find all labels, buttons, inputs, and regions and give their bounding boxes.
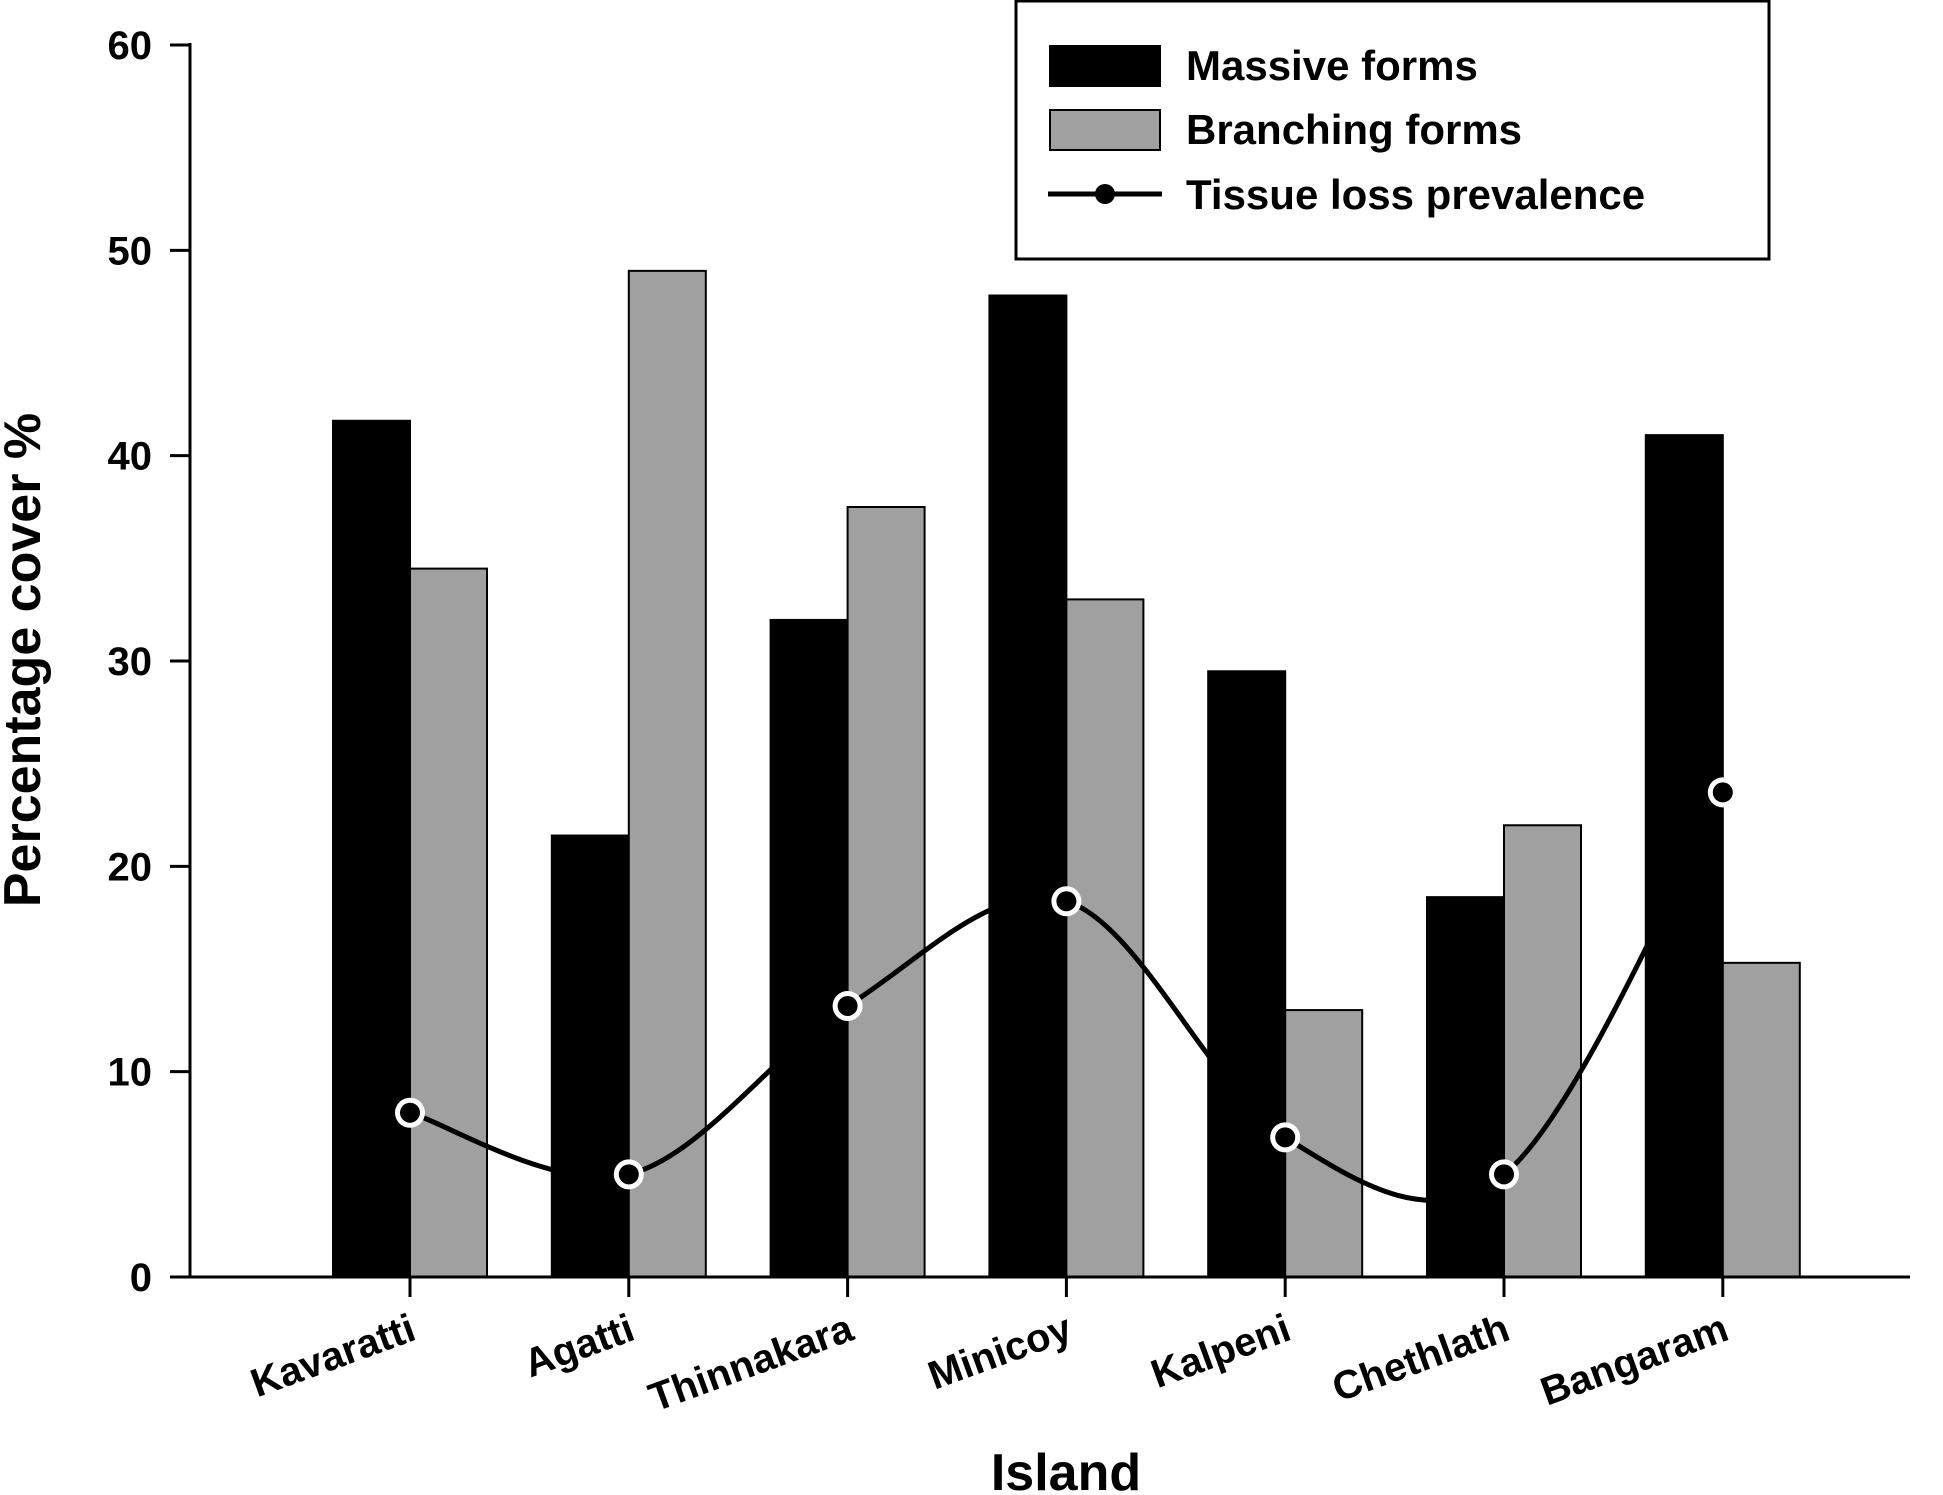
y-tick-label: 10 [108, 1051, 153, 1095]
legend: Massive forms Branching forms Tissue los… [1014, 0, 1771, 261]
legend-swatch-massive [1049, 45, 1161, 87]
tissue-loss-marker [618, 1164, 639, 1185]
bar-branching [846, 506, 926, 1278]
y-tick-label: 30 [108, 640, 153, 684]
bar-branching [627, 269, 707, 1279]
x-tick-labels: Kavaratti Agatti Thinnakara Minicoy Kalpeni C… [245, 1306, 1734, 1421]
bar-massive [988, 294, 1068, 1278]
bar-massive [550, 834, 630, 1278]
x-tick-label: Bangaram [1535, 1306, 1734, 1414]
bar-branching [409, 567, 488, 1278]
tissue-loss-marker [837, 995, 858, 1016]
x-tick-label: Minicoy [923, 1306, 1079, 1399]
tissue-loss-marker [400, 1102, 420, 1123]
bar-branching [1721, 961, 1801, 1279]
legend-label-tissue-loss: Tissue loss prevalence [1186, 171, 1645, 218]
bar-massive [1644, 434, 1724, 1278]
y-tick-labels: 0 10 20 30 40 50 60 [108, 24, 153, 1300]
bar-massive [332, 419, 411, 1278]
x-tick-label: Kalpeni [1145, 1306, 1296, 1397]
y-tick-label: 20 [108, 845, 153, 889]
legend-swatch-branching [1049, 109, 1161, 151]
y-axis-title: Percentage cover % [0, 413, 52, 907]
x-tick-label: Agatti [518, 1306, 640, 1386]
bar-branching [1503, 824, 1582, 1278]
legend-label-branching: Branching forms [1186, 106, 1522, 153]
bars-layer [332, 269, 1801, 1279]
x-tick-label: Chethlath [1327, 1306, 1515, 1410]
bar-branching [1065, 598, 1145, 1278]
x-axis-title: Island [991, 1444, 1141, 1495]
y-tick-label: 40 [108, 435, 153, 479]
x-tick-label: Thinnakara [643, 1306, 859, 1421]
tissue-loss-marker [1056, 891, 1077, 912]
bar-massive [1207, 670, 1287, 1278]
legend-label-massive: Massive forms [1186, 42, 1478, 89]
y-tick-label: 60 [108, 24, 153, 68]
tissue-loss-marker [1712, 782, 1733, 803]
trend-line-layer [395, 777, 1738, 1203]
legend-marker-tissue-loss [1095, 184, 1115, 204]
tissue-loss-marker [1494, 1164, 1514, 1185]
axes [170, 43, 1910, 1297]
bar-massive [769, 618, 849, 1278]
y-tick-label: 50 [108, 229, 153, 273]
tissue-loss-marker [1275, 1127, 1296, 1148]
x-tick-label: Kavaratti [245, 1306, 421, 1406]
bar-massive [1426, 896, 1505, 1279]
y-tick-label: 0 [130, 1256, 152, 1300]
